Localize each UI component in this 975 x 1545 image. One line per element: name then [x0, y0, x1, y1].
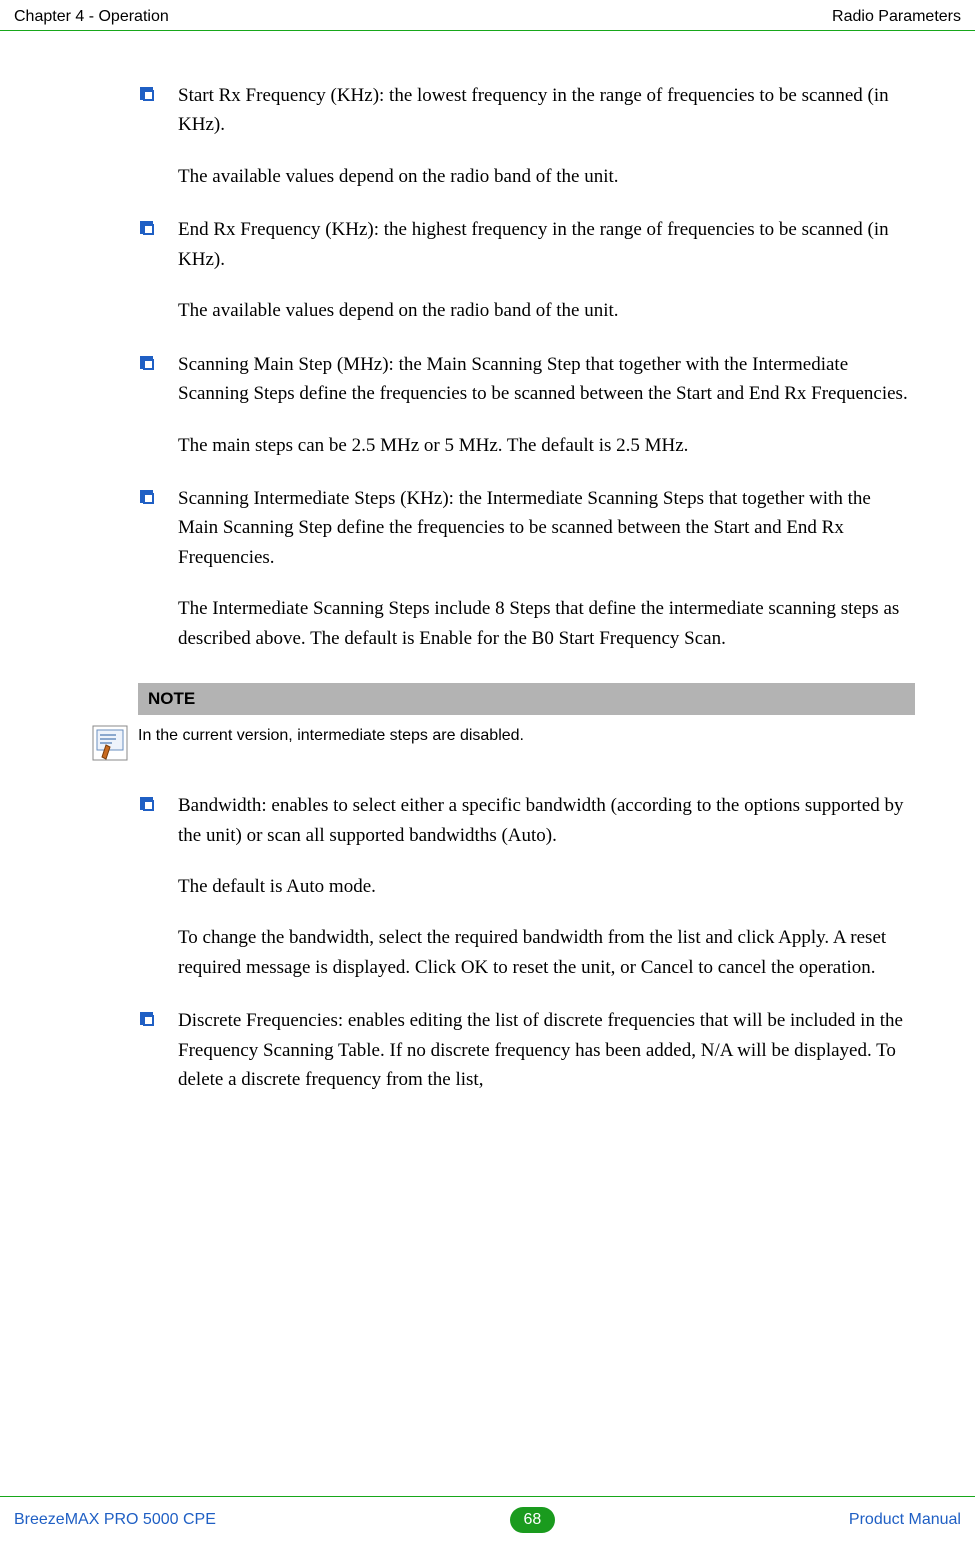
page-header: Chapter 4 - Operation Radio Parameters — [0, 0, 975, 31]
bullet-followup: The default is Auto mode. — [178, 872, 915, 901]
list-item: Start Rx Frequency (KHz): the lowest fre… — [140, 81, 915, 191]
header-section: Radio Parameters — [832, 8, 961, 26]
bullet-followup: The available values depend on the radio… — [178, 296, 915, 325]
header-chapter: Chapter 4 - Operation — [14, 8, 169, 26]
page-footer: BreezeMAX PRO 5000 CPE 68 Product Manual — [0, 1496, 975, 1545]
note-body: In the current version, intermediate ste… — [92, 725, 915, 761]
square-bullet-icon — [140, 356, 153, 369]
bullet-followup: To change the bandwidth, select the requ… — [178, 923, 915, 982]
note-block: NOTE In the current version, intermediat… — [92, 683, 915, 761]
bullet-lead: Bandwidth: enables to select either a sp… — [178, 791, 915, 850]
footer-manual: Product Manual — [849, 1511, 961, 1529]
list-item: End Rx Frequency (KHz): the highest freq… — [140, 215, 915, 325]
bullet-lead: Scanning Intermediate Steps (KHz): the I… — [178, 484, 915, 572]
square-bullet-icon — [140, 797, 153, 810]
note-title: NOTE — [138, 683, 915, 715]
list-item: Scanning Main Step (MHz): the Main Scann… — [140, 350, 915, 460]
bullet-followup: The Intermediate Scanning Steps include … — [178, 594, 915, 653]
list-item: Discrete Frequencies: enables editing th… — [140, 1006, 915, 1094]
bullet-lead: Scanning Main Step (MHz): the Main Scann… — [178, 350, 915, 409]
bullet-lead: Start Rx Frequency (KHz): the lowest fre… — [178, 81, 915, 140]
square-bullet-icon — [140, 87, 153, 100]
page-number: 68 — [510, 1507, 556, 1533]
list-item: Scanning Intermediate Steps (KHz): the I… — [140, 484, 915, 653]
footer-product: BreezeMAX PRO 5000 CPE — [14, 1511, 216, 1529]
list-item: Bandwidth: enables to select either a sp… — [140, 791, 915, 982]
square-bullet-icon — [140, 490, 153, 503]
page-content: Start Rx Frequency (KHz): the lowest fre… — [0, 31, 975, 1159]
bullet-followup: The main steps can be 2.5 MHz or 5 MHz. … — [178, 431, 915, 460]
bullet-followup: The available values depend on the radio… — [178, 162, 915, 191]
bullet-lead: Discrete Frequencies: enables editing th… — [178, 1006, 915, 1094]
note-icon — [92, 725, 128, 761]
square-bullet-icon — [140, 1012, 153, 1025]
bullet-lead: End Rx Frequency (KHz): the highest freq… — [178, 215, 915, 274]
square-bullet-icon — [140, 221, 153, 234]
note-text: In the current version, intermediate ste… — [138, 725, 524, 745]
